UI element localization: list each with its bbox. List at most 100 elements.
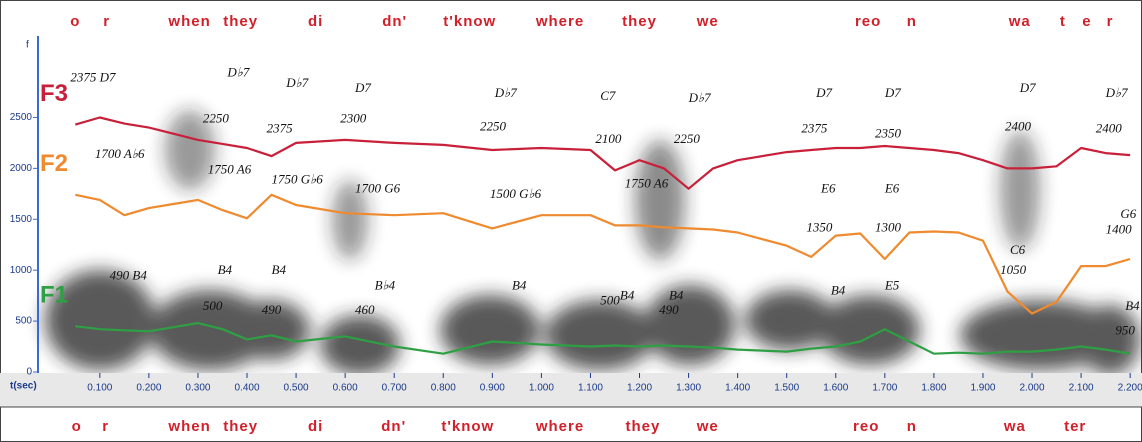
x-axis-label: t(sec): [10, 381, 37, 392]
annotation: B4: [669, 288, 684, 303]
annotation: 1700 G6: [355, 181, 401, 196]
annotation: 1750 G♭6: [272, 172, 324, 187]
x-tick-label: 1.700: [872, 383, 897, 394]
annotation: 500: [203, 298, 223, 313]
x-tick-label: 2.100: [1069, 383, 1094, 394]
y-tick-label: 0: [26, 367, 32, 378]
annotation: 490: [262, 302, 282, 317]
x-tick-label: 1.300: [676, 383, 701, 394]
annotation: 2300: [340, 110, 367, 125]
lyric: they: [622, 13, 657, 30]
lyric: t'know: [443, 13, 496, 30]
legend-label: F2: [40, 150, 68, 177]
annotation: E5: [884, 277, 900, 292]
lyric: t: [1060, 13, 1066, 30]
annotation: D♭7: [226, 65, 250, 80]
annotation: 950: [1115, 322, 1135, 337]
annotation: 490 B4: [110, 267, 148, 282]
annotation: 1700 A♭6: [95, 146, 145, 161]
x-tick-label: 1.400: [725, 383, 750, 394]
annotation: D7: [884, 85, 901, 100]
annotation: 1400: [1106, 221, 1133, 236]
lyric: di: [308, 13, 323, 30]
lyric: di: [308, 418, 323, 435]
lyric: dn': [382, 13, 407, 30]
annotation: B♭4: [375, 277, 396, 292]
annotation: D7: [1019, 80, 1036, 95]
formant-line: [75, 322, 1131, 355]
y-tick-label: 2000: [10, 163, 33, 174]
annotation: 2100: [595, 131, 622, 146]
annotation: 2400: [1005, 119, 1032, 134]
x-tick-label: 2.000: [1020, 383, 1045, 394]
annotation: 500: [600, 293, 620, 308]
lyric: reo: [855, 13, 881, 30]
annotation: G6: [1120, 206, 1136, 221]
x-tick-label: 1.900: [970, 383, 995, 394]
annotation: E6: [884, 181, 900, 196]
lyric: r: [103, 13, 110, 30]
lyric: r: [1107, 13, 1114, 30]
annotation: 2375 D7: [70, 70, 116, 85]
lyric: ter: [1064, 418, 1086, 435]
lyric: reo: [853, 418, 879, 435]
lyric: wa: [1003, 418, 1026, 435]
lyric: dn': [381, 418, 406, 435]
spectrogram: [45, 110, 1140, 375]
annotation: C7: [600, 88, 616, 103]
lyric: o: [72, 418, 82, 435]
formant-line: [74, 116, 1131, 190]
annotation: 2250: [203, 110, 230, 125]
lyric: we: [696, 418, 719, 435]
annotation: 1750 A6: [208, 161, 252, 176]
x-tick-label: 0.800: [431, 383, 456, 394]
annotation: D7: [815, 85, 832, 100]
x-tick-label: 0.400: [234, 383, 259, 394]
x-tick-label: 1.800: [921, 383, 946, 394]
x-tick-label: 1.200: [627, 383, 652, 394]
lyric: o: [70, 13, 80, 30]
x-tick-label: 2.200: [1118, 383, 1142, 394]
lyric: e: [1082, 13, 1091, 30]
annotation: B4: [272, 262, 287, 277]
y-axis-label: f: [26, 40, 29, 51]
x-tick-label: 1.100: [578, 383, 603, 394]
lyric: where: [535, 13, 584, 30]
x-tick-label: 0.700: [382, 383, 407, 394]
lyric: wa: [1008, 13, 1031, 30]
annotation: B4: [1125, 298, 1140, 313]
lyric: n: [907, 13, 917, 30]
y-tick-label: 500: [15, 316, 32, 327]
annotation: D♭7: [688, 90, 712, 105]
annotation: 2250: [480, 119, 507, 134]
annotation: 1500 G♭6: [490, 186, 542, 201]
x-tick-label: 0.900: [480, 383, 505, 394]
lyric: they: [626, 418, 661, 435]
x-axis-band: [0, 373, 1142, 407]
x-tick-label: 1.000: [529, 383, 554, 394]
annotation: 2375: [267, 121, 294, 136]
annotation: 2400: [1096, 121, 1123, 136]
lyric: we: [696, 13, 719, 30]
x-tick-label: 1.500: [774, 383, 799, 394]
annotation: D♭7: [1105, 85, 1129, 100]
x-tick-label: 0.300: [185, 383, 210, 394]
annotation: 490: [659, 302, 679, 317]
x-tick-label: 0.200: [136, 383, 161, 394]
lyric: they: [223, 418, 258, 435]
lyric: when: [167, 418, 210, 435]
annotation: B4: [512, 277, 527, 292]
y-tick-label: 1000: [10, 265, 33, 276]
lyric: where: [535, 418, 584, 435]
annotation: 1300: [875, 219, 902, 234]
formant-line: [75, 193, 1131, 315]
annotation: B4: [620, 288, 635, 303]
x-tick-label: 0.100: [87, 383, 112, 394]
lyric: t'know: [441, 418, 494, 435]
annotation: D7: [354, 80, 371, 95]
annotation: 1350: [806, 219, 833, 234]
annotation: 1750 A6: [625, 176, 669, 191]
annotation: B4: [218, 262, 233, 277]
lyric: they: [223, 13, 258, 30]
